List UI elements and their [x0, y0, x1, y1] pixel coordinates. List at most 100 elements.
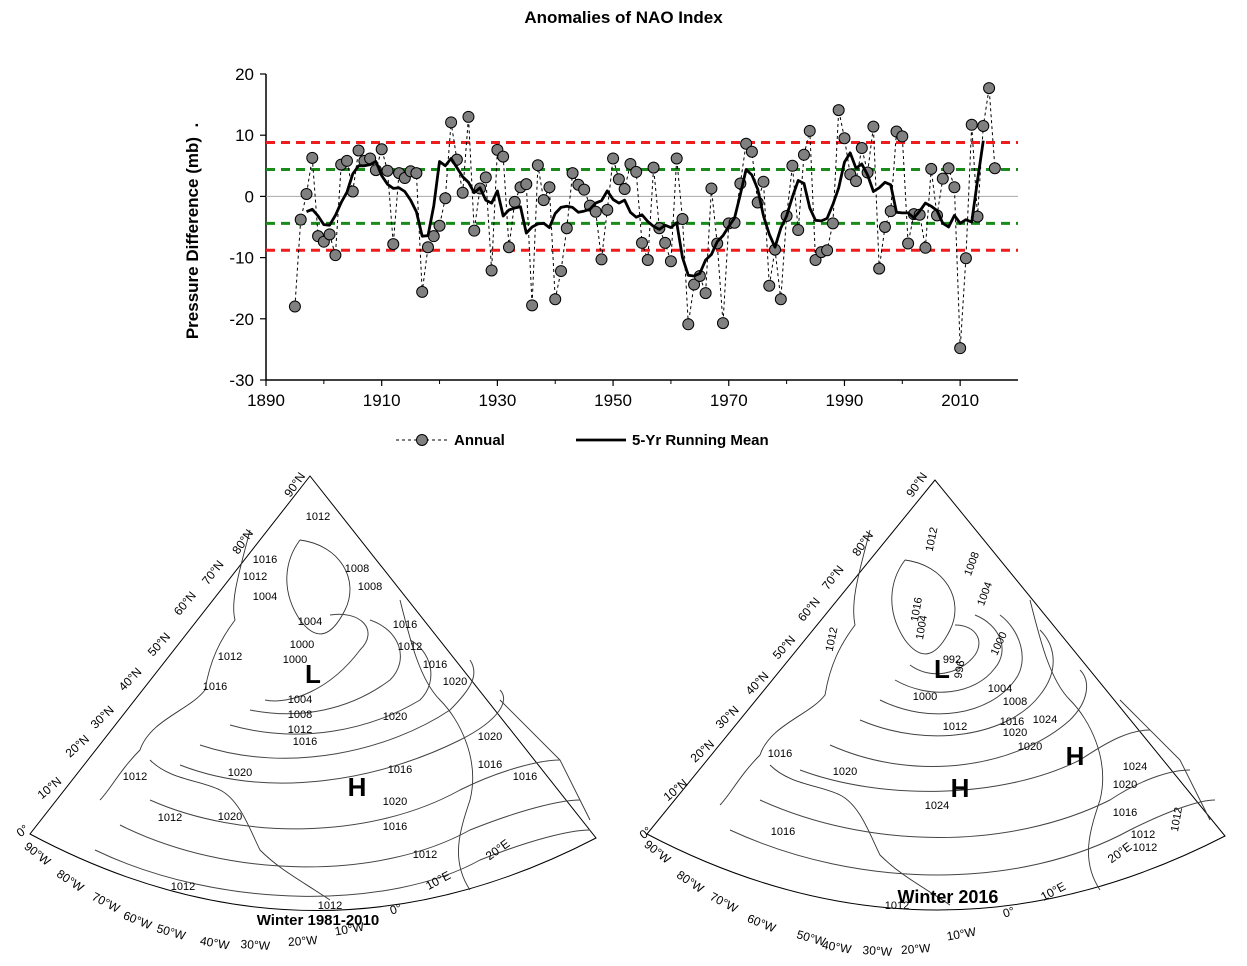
annual-data-point — [977, 120, 990, 133]
isobar-contour — [94, 829, 591, 897]
annual-data-point — [375, 143, 388, 156]
annual-data-point — [873, 262, 886, 275]
isobar-label: 1024 — [1033, 714, 1057, 726]
isobar-label: 1016 — [393, 619, 417, 631]
annual-data-point — [988, 162, 1001, 175]
coastline — [149, 759, 331, 901]
y-tick-label: 10 — [235, 126, 254, 145]
isobar-contour — [829, 669, 1088, 767]
annual-data-point — [456, 186, 469, 199]
isobar-label: 1000 — [283, 654, 307, 666]
isobar-label: 1020 — [383, 796, 407, 808]
latitude-label: 20°N — [63, 732, 92, 760]
longitude-label: 0° — [1001, 904, 1016, 921]
annual-data-point — [462, 110, 475, 123]
annual-data-point — [421, 241, 434, 254]
coastline — [891, 559, 956, 655]
chart-title: Anomalies of NAO Index — [524, 8, 723, 27]
longitude-label: 70°W — [708, 889, 741, 916]
annual-data-point — [716, 317, 729, 330]
pressure-system-label: H — [951, 773, 970, 803]
annual-data-point — [520, 178, 533, 191]
annual-data-point — [641, 254, 654, 267]
running-mean-line — [305, 140, 985, 278]
annual-data-point — [607, 152, 620, 165]
annual-data-point — [826, 217, 839, 230]
isobar-label: 1008 — [288, 709, 312, 721]
x-tick-label: 1970 — [710, 391, 748, 410]
isobar-label: 1012 — [924, 526, 941, 552]
annual-data-point — [416, 285, 429, 298]
annual-data-point — [959, 252, 972, 265]
annual-data-point — [543, 181, 556, 194]
y-tick-label: 20 — [235, 65, 254, 84]
isobar-label: 1012 — [218, 651, 242, 663]
isobar-label: 1020 — [1003, 727, 1027, 739]
annual-data-point — [485, 264, 498, 277]
latitude-label: 60°N — [795, 595, 823, 625]
annual-data-point — [578, 183, 591, 196]
isobar-contour — [229, 639, 432, 735]
isobar-contour — [179, 689, 505, 784]
isobar-label: 1016 — [253, 554, 277, 566]
annual-data-point — [340, 154, 353, 167]
legend-annual-marker — [416, 434, 428, 446]
coastline — [1119, 699, 1211, 821]
annual-data-point — [983, 82, 996, 95]
latitude-label: 20°N — [688, 737, 717, 765]
isobar-contour — [799, 729, 1151, 792]
isobar-label: 1004 — [298, 616, 322, 628]
isobar-label: 1004 — [253, 591, 277, 603]
isobar-label: 1016 — [423, 659, 447, 671]
isobar-label: 1000 — [913, 691, 937, 703]
annual-data-point — [410, 167, 423, 180]
isobar-label: 1012 — [1133, 842, 1157, 854]
y-axis-label: Pressure Difference (mb) . — [183, 123, 202, 339]
x-tick-label: 1890 — [247, 391, 285, 410]
isobar-label: 1016 — [383, 821, 407, 833]
annual-data-point — [612, 173, 625, 186]
annual-data-point — [294, 213, 307, 226]
isobar-label: 1016 — [1000, 716, 1024, 728]
annual-data-point — [855, 142, 868, 155]
annual-data-point — [867, 120, 880, 133]
longitude-label: 20°E — [483, 836, 512, 863]
annual-data-point — [682, 318, 695, 331]
isobar-label: 1012 — [943, 721, 967, 733]
annual-data-point — [676, 213, 689, 226]
isobar-label: 1012 — [243, 571, 267, 583]
x-tick-label: 2010 — [941, 391, 979, 410]
annual-data-point — [902, 237, 915, 250]
isobar-label: 1012 — [885, 900, 909, 912]
annual-data-point — [647, 161, 660, 174]
map-caption: Winter 1981-2010 — [257, 912, 379, 929]
annual-data-point — [630, 165, 643, 178]
annual-data-point — [636, 236, 648, 249]
isobar-label: 1004 — [975, 580, 995, 607]
annual-data-point — [965, 118, 978, 131]
pressure-system-label: H — [348, 772, 367, 802]
isobar-label: 1012 — [171, 881, 195, 893]
chart-legend: Annual 5-Yr Running Mean — [396, 432, 769, 449]
latitude-label: 0° — [14, 822, 32, 840]
isobar-label: 1012 — [288, 724, 312, 736]
annual-data-point — [549, 293, 562, 306]
longitude-label: 40°W — [821, 938, 853, 957]
annual-data-point — [537, 194, 550, 207]
longitude-label: 80°W — [674, 868, 707, 896]
annual-data-point — [531, 159, 544, 172]
annual-data-point — [757, 175, 770, 188]
x-tick-label: 1990 — [826, 391, 864, 410]
isobar-label: 1000 — [989, 630, 1010, 657]
isobar-label: 1024 — [925, 800, 949, 812]
annual-data-point — [948, 181, 961, 194]
isobar-label: 1016 — [203, 681, 227, 693]
isobar-label: 1020 — [228, 767, 252, 779]
annual-data-point — [468, 224, 481, 237]
annual-data-point — [688, 278, 701, 291]
isobar-contour — [894, 614, 1003, 693]
annual-data-point — [439, 192, 452, 205]
longitude-label: 10°W — [946, 924, 978, 943]
longitude-label: 50°W — [155, 921, 188, 943]
